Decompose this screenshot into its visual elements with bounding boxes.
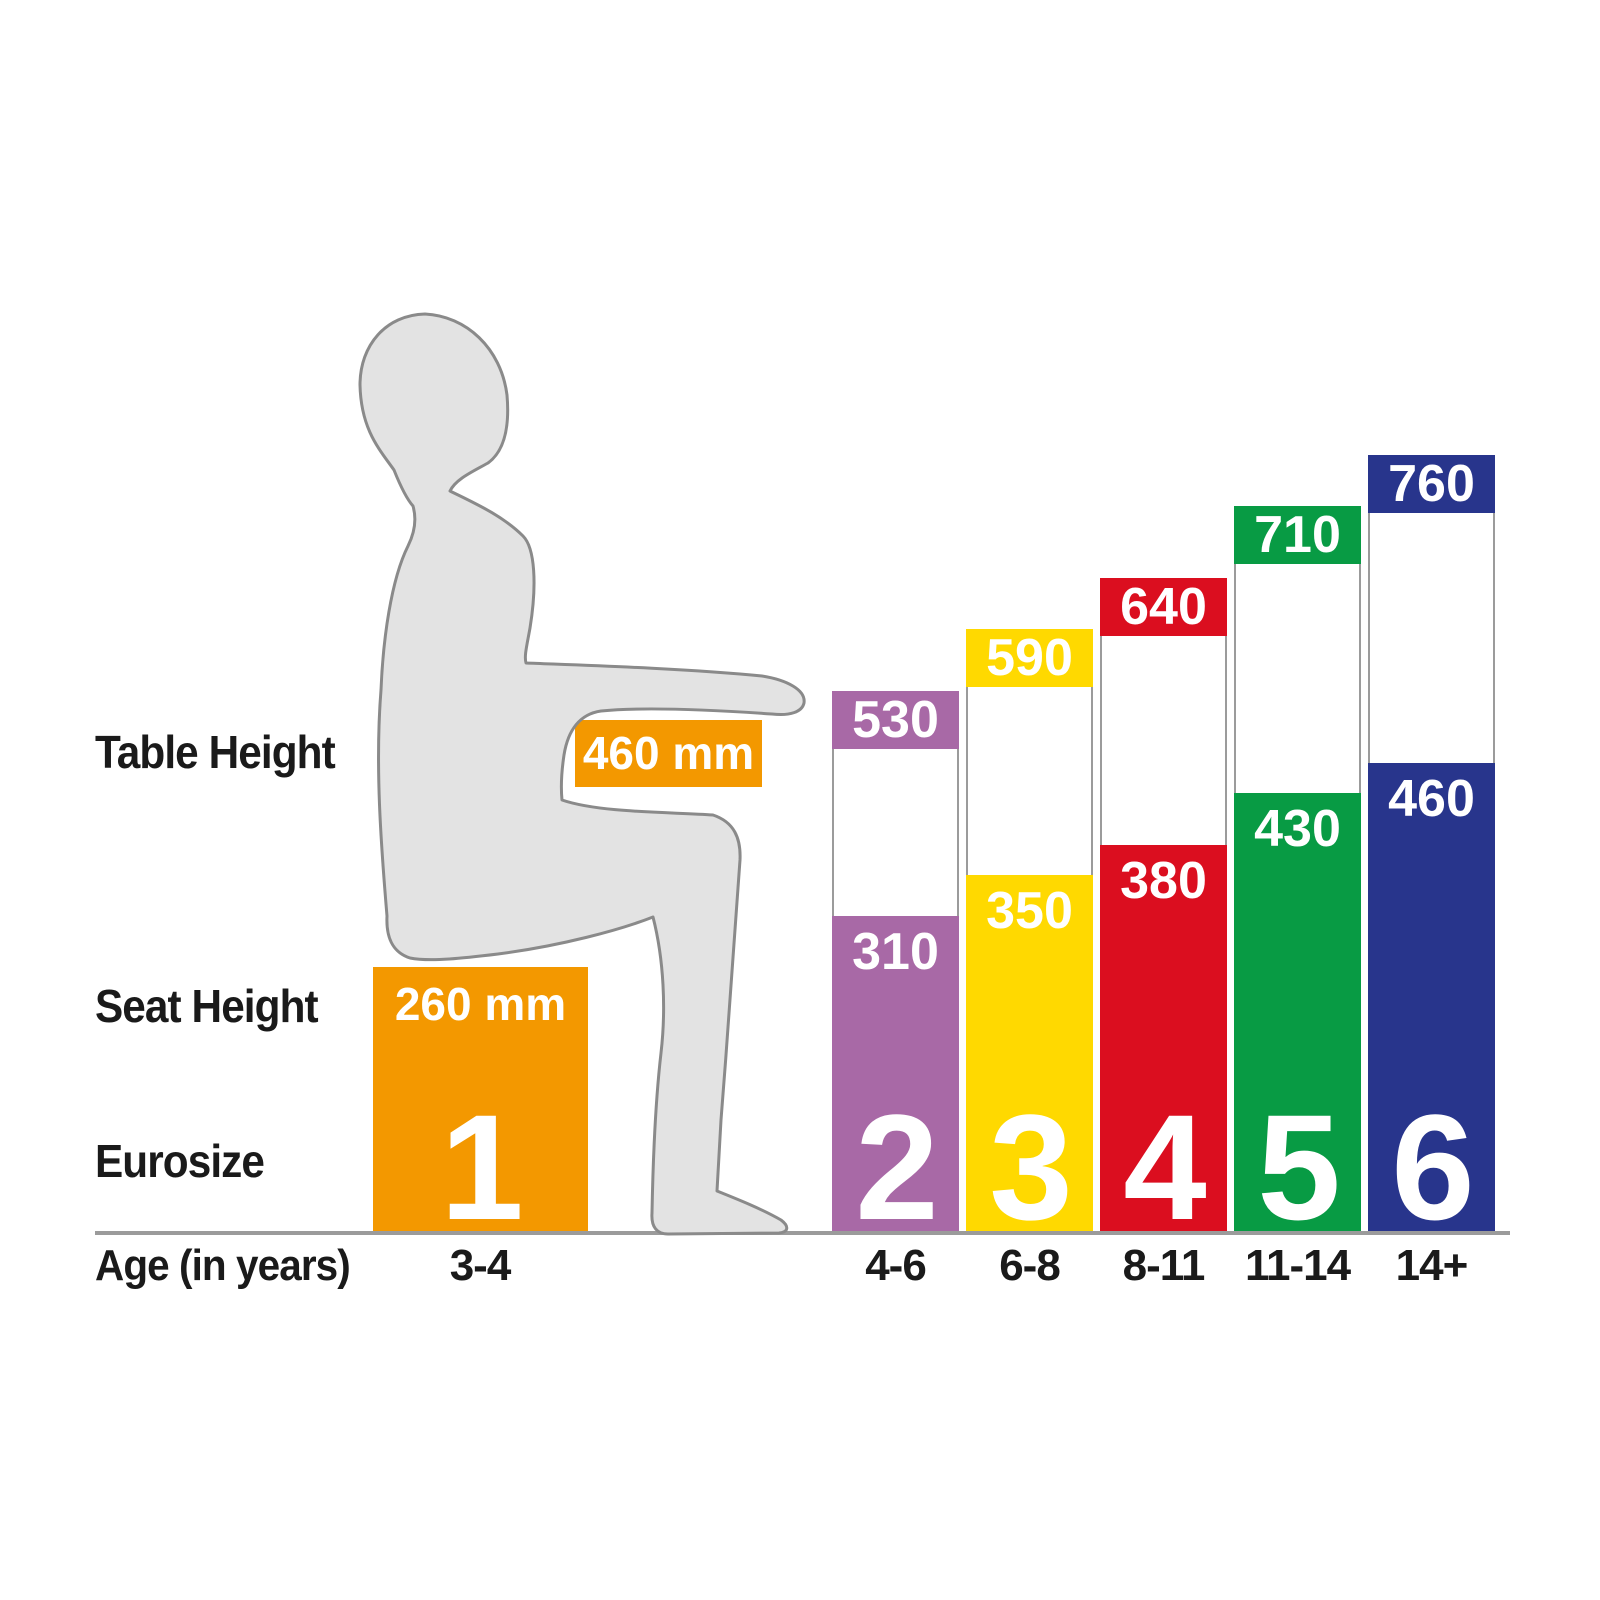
size1-table-height-box: 460 mm (575, 720, 762, 787)
seat-height-segment: 380 4 (1100, 845, 1227, 1242)
table-height-value: 710 (1254, 506, 1341, 564)
seat-height-segment: 350 3 (966, 875, 1093, 1242)
seat-height-segment: 460 6 (1368, 763, 1495, 1242)
seat-height-value: 460 (1388, 770, 1475, 828)
age-value-size1: 3-4 (449, 1241, 512, 1290)
seat-height-segment: 310 2 (832, 916, 959, 1242)
table-height-band: 530 (832, 691, 959, 749)
eurosize-bar-3: 590 350 3 (966, 629, 1093, 1242)
table-height-value: 640 (1120, 578, 1207, 636)
size1-seat-height-value: 260 mm (394, 978, 567, 1030)
table-height-band: 710 (1234, 506, 1361, 564)
age-value: 14+ (1395, 1241, 1469, 1290)
eurosize-bar-5: 710 430 5 (1234, 506, 1361, 1242)
bar-white-section (832, 749, 959, 916)
eurosize-number: 4 (1123, 1083, 1206, 1251)
seat-height-value: 310 (852, 923, 939, 981)
eurosize-label: Eurosize (95, 1135, 265, 1187)
seat-height-label: Seat Height (95, 980, 319, 1032)
age-label: Age (in years) (95, 1241, 351, 1290)
size1-seat-box: 260 mm 1 (373, 967, 588, 1242)
size1-eurosize-number: 1 (440, 1083, 523, 1251)
table-height-value: 530 (852, 691, 939, 749)
age-value: 8-11 (1122, 1241, 1206, 1290)
seat-height-segment: 430 5 (1234, 793, 1361, 1242)
eurosize-bar-4: 640 380 4 (1100, 578, 1227, 1242)
seat-height-value: 430 (1254, 800, 1341, 858)
table-height-label: Table Height (95, 726, 336, 778)
bar-white-section (1234, 564, 1361, 793)
table-height-band: 590 (966, 629, 1093, 687)
bar-white-section (1100, 636, 1227, 845)
eurosize-number: 6 (1391, 1083, 1474, 1251)
bar-white-section (966, 687, 1093, 875)
table-height-value: 590 (986, 629, 1073, 687)
age-value: 6-8 (999, 1241, 1061, 1290)
seat-height-value: 350 (986, 882, 1073, 940)
eurosize-number: 5 (1257, 1083, 1340, 1251)
eurosize-number: 3 (989, 1083, 1072, 1251)
table-height-band: 760 (1368, 455, 1495, 513)
bar-white-section (1368, 513, 1495, 763)
seat-height-value: 380 (1120, 852, 1207, 910)
eurosize-bar-2: 530 310 2 (832, 691, 959, 1242)
eurosize-number: 2 (855, 1083, 938, 1251)
size1-table-height-value: 460 mm (582, 727, 755, 779)
age-value: 11-14 (1244, 1241, 1351, 1290)
eurosize-bar-6: 760 460 6 (1368, 455, 1495, 1242)
age-value: 4-6 (865, 1241, 927, 1290)
table-height-value: 760 (1388, 455, 1475, 513)
ground-baseline (95, 1231, 1510, 1235)
table-height-band: 640 (1100, 578, 1227, 636)
